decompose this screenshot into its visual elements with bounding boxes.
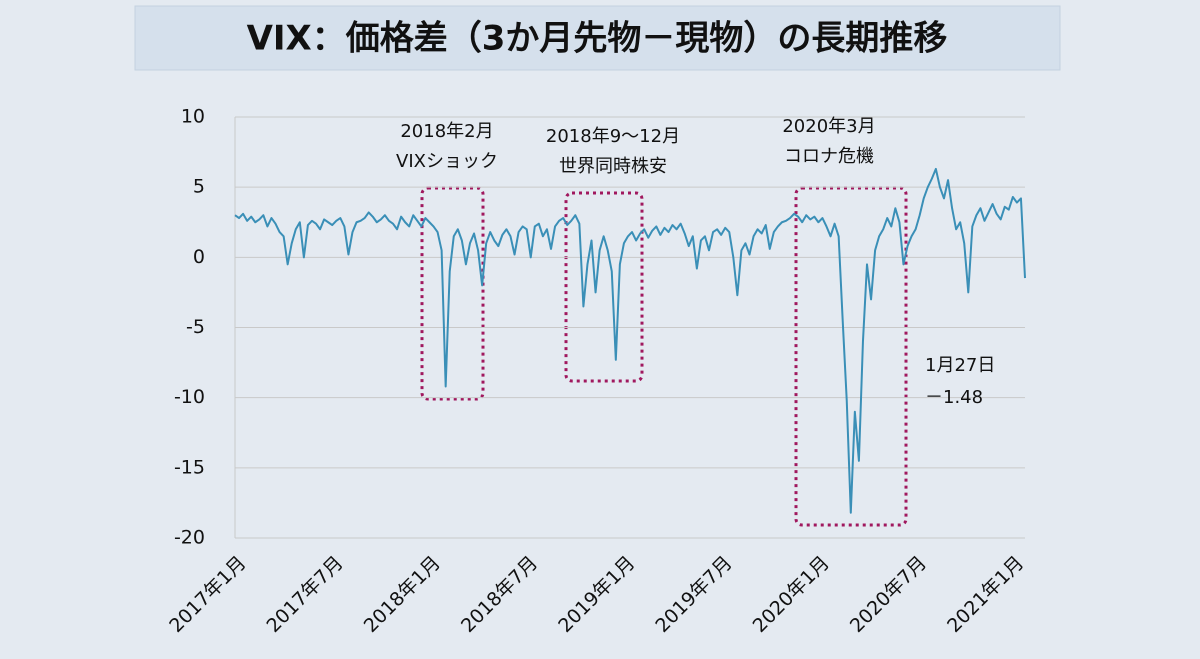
annotation: コロナ危機 xyxy=(784,146,874,167)
highlight-box xyxy=(794,186,908,527)
y-tick-label: -5 xyxy=(186,316,205,338)
y-tick-label: -10 xyxy=(174,386,205,408)
y-tick-label: -20 xyxy=(174,527,205,549)
annotation: VIXショック xyxy=(396,151,498,172)
y-tick-label: 0 xyxy=(193,246,205,268)
series-line xyxy=(234,167,1026,514)
annotation: 2018年9～12月 xyxy=(546,126,680,147)
highlight-box xyxy=(564,191,644,383)
y-tick-label: -15 xyxy=(174,456,205,478)
chart-title: VIX：価格差（3か月先物－現物）の長期推移 xyxy=(247,19,948,59)
annotation: 2018年2月 xyxy=(400,121,493,142)
annotation: 世界同時株安 xyxy=(559,156,667,177)
highlight-boxes xyxy=(420,186,908,527)
y-tick-label: 10 xyxy=(181,106,205,128)
annotation: 2020年3月 xyxy=(782,116,875,137)
annotation: －1.48 xyxy=(925,387,983,408)
y-tick-label: 5 xyxy=(193,176,205,198)
title-banner xyxy=(134,5,1061,71)
annotation: 1月27日 xyxy=(925,355,995,376)
